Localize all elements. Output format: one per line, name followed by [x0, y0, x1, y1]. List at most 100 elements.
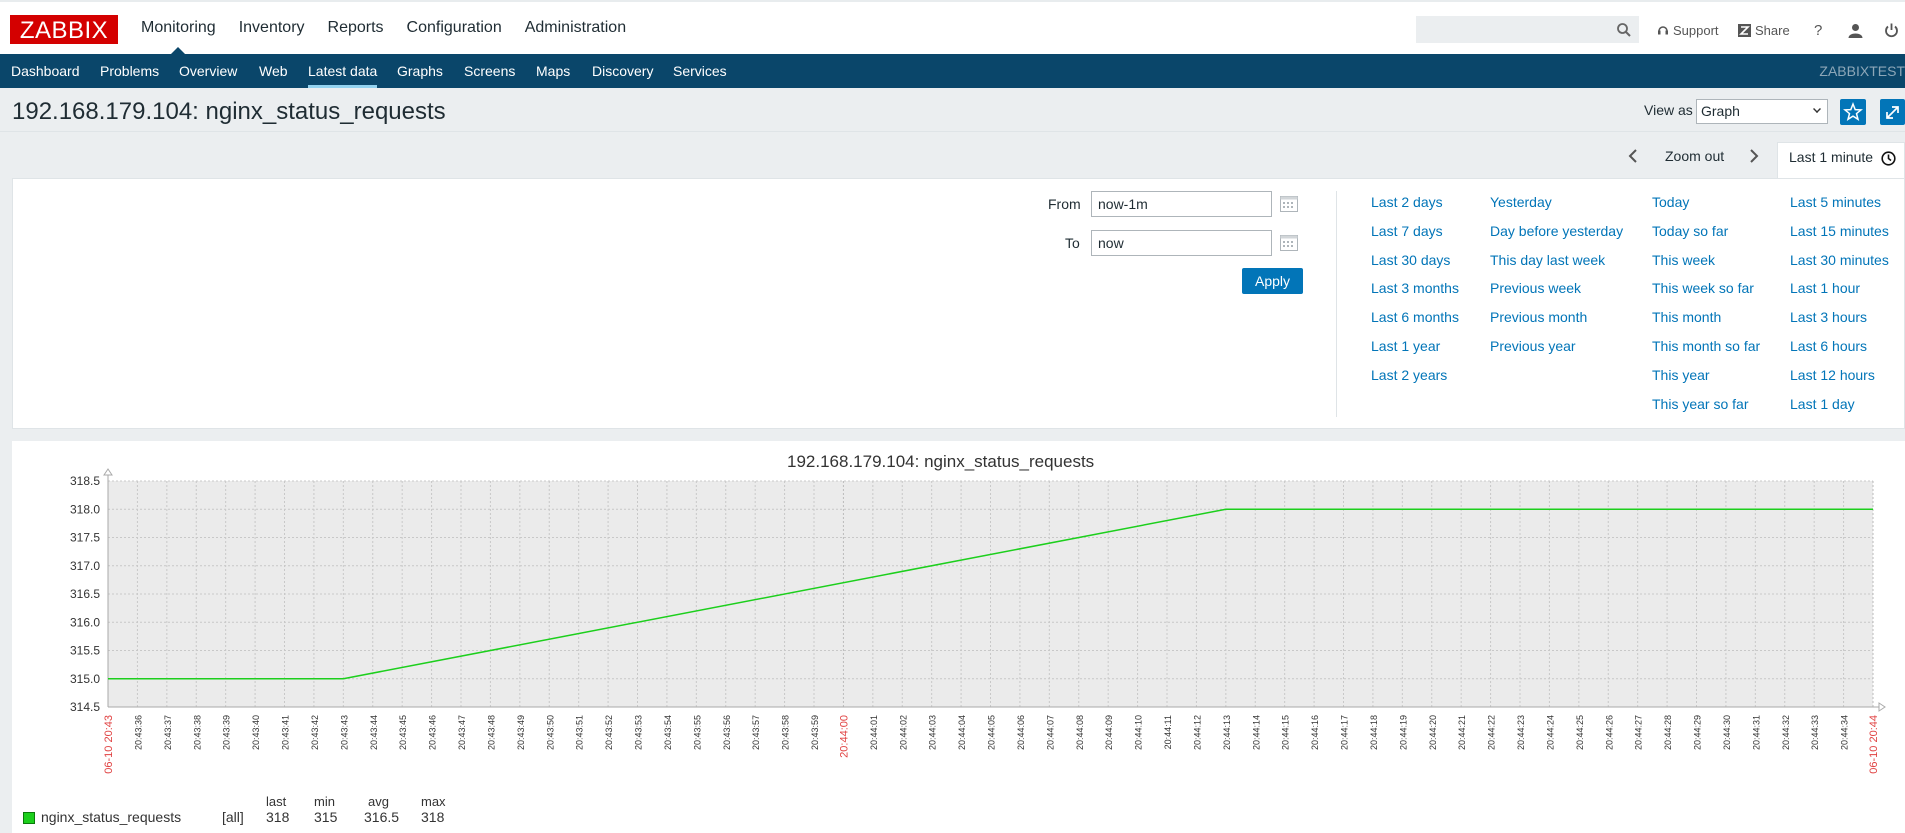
quick-range-link[interactable]: Last 3 hours [1790, 309, 1868, 326]
zabbix-share-icon [1738, 23, 1751, 37]
quick-range-link[interactable]: This year [1652, 366, 1710, 383]
subnav-services[interactable]: Services [673, 63, 727, 79]
quick-range-link[interactable]: Last 15 minutes [1790, 222, 1889, 239]
y-tick-label: 318.0 [70, 502, 100, 516]
subnav-problems[interactable]: Problems [100, 63, 160, 79]
star-icon [1843, 101, 1863, 121]
quick-range-link[interactable]: Last 6 months [1371, 309, 1459, 326]
x-tick-label: 20:43:44 [369, 715, 379, 750]
x-tick-label: 20:43:56 [722, 715, 732, 750]
subnav-dashboard[interactable]: Dashboard [11, 63, 80, 79]
quick-range-link[interactable]: Last 1 hour [1790, 280, 1861, 297]
quick-range-link[interactable]: Previous week [1490, 280, 1582, 297]
chevron-right-icon[interactable] [1748, 148, 1760, 164]
user-profile-icon[interactable] [1848, 21, 1867, 39]
x-tick-label: 20:44:26 [1604, 715, 1614, 750]
subnav-web[interactable]: Web [259, 63, 288, 79]
x-tick-label: 20:44:25 [1575, 715, 1585, 750]
quick-range-link[interactable]: This day last week [1490, 251, 1606, 268]
divider [1336, 191, 1337, 417]
divider [0, 131, 1905, 132]
legend-value-last: 318 [266, 809, 290, 825]
x-tick-label: 20:44:23 [1516, 715, 1526, 750]
sign-out-icon[interactable] [1884, 21, 1903, 39]
x-tick-label: 20:43:57 [751, 715, 761, 750]
quick-range-link[interactable]: Last 6 hours [1790, 338, 1868, 354]
x-tick-label: 20:43:48 [486, 715, 496, 750]
quick-range-link[interactable]: Today [1652, 194, 1690, 210]
quick-range-link[interactable]: Last 30 minutes [1790, 251, 1889, 268]
x-tick-label: 06-10 20:43 [103, 715, 115, 774]
quick-range-link[interactable]: This month [1652, 309, 1722, 326]
x-tick-label: 20:44:28 [1663, 715, 1673, 750]
quick-range-link[interactable]: Last 2 years [1371, 366, 1448, 383]
x-tick-label: 20:44:08 [1075, 715, 1085, 750]
x-tick-label: 20:44:06 [1016, 715, 1026, 750]
from-input[interactable] [1091, 191, 1272, 217]
quick-range-link[interactable]: Previous month [1490, 309, 1588, 326]
support-link[interactable]: Support [1657, 21, 1719, 39]
fullscreen-button[interactable] [1880, 99, 1905, 125]
help-icon[interactable]: ? [1814, 21, 1823, 39]
nav-monitoring[interactable]: Monitoring [141, 2, 216, 55]
zoom-out-button[interactable]: Zoom out [1665, 148, 1725, 164]
time-period-label: Last 1 minute [1789, 149, 1874, 165]
search-input[interactable] [1416, 16, 1639, 43]
x-tick-label: 20:44:03 [928, 715, 938, 750]
time-period-tab[interactable]: Last 1 minute [1777, 142, 1905, 178]
subnav-overview[interactable]: Overview [179, 63, 238, 79]
nav-inventory[interactable]: Inventory [238, 19, 305, 36]
x-tick-label: 20:44:27 [1634, 715, 1644, 750]
x-tick-label: 20:44:34 [1840, 715, 1850, 750]
apply-button[interactable]: Apply [1242, 268, 1303, 294]
chevron-left-icon[interactable] [1627, 148, 1639, 164]
favorite-button[interactable] [1840, 99, 1866, 125]
quick-range-link[interactable]: This week [1652, 251, 1716, 268]
quick-range-link[interactable]: Today so far [1652, 222, 1729, 239]
calendar-icon[interactable] [1280, 196, 1298, 212]
x-tick-label: 20:43:50 [545, 715, 555, 750]
quick-range-link[interactable]: Last 5 minutes [1790, 194, 1882, 210]
quick-range-link[interactable]: Last 12 hours [1790, 366, 1875, 383]
share-link[interactable]: Share [1738, 21, 1790, 39]
x-tick-label: 20:44:05 [987, 715, 997, 750]
view-as-label: View as [1644, 102, 1693, 118]
nav-reports[interactable]: Reports [327, 19, 384, 36]
subnav-graphs[interactable]: Graphs [397, 63, 443, 79]
quick-range-link[interactable]: Last 1 day [1790, 395, 1855, 412]
quick-range-link[interactable]: Previous year [1490, 338, 1576, 354]
y-axis-arrow [103, 468, 113, 476]
quick-range-link[interactable]: This week so far [1652, 280, 1754, 297]
time-filter-panel [12, 178, 1905, 429]
quick-range-link[interactable]: Last 3 months [1371, 280, 1459, 297]
to-label: To [1065, 235, 1080, 251]
calendar-icon[interactable] [1280, 235, 1298, 251]
subnav-discovery[interactable]: Discovery [592, 63, 654, 79]
x-tick-label: 20:43:59 [810, 715, 820, 750]
to-input[interactable] [1091, 230, 1272, 256]
x-tick-label: 20:44:16 [1310, 715, 1320, 750]
x-tick-label: 20:44:31 [1751, 715, 1761, 750]
subnav-maps[interactable]: Maps [536, 63, 571, 79]
quick-range-link[interactable]: Last 1 year [1371, 338, 1441, 354]
quick-range-link[interactable]: This year so far [1652, 395, 1749, 412]
subnav-latest-data[interactable]: Latest data [308, 54, 378, 88]
nav-administration[interactable]: Administration [524, 19, 627, 36]
quick-range-link[interactable]: This month so far [1652, 338, 1761, 354]
quick-range-link[interactable]: Last 7 days [1371, 222, 1443, 239]
zabbix-logo[interactable]: ZABBIX [10, 15, 118, 44]
quick-range-link[interactable]: Last 30 days [1371, 251, 1451, 268]
sub-nav: Dashboard Problems Overview Web Latest d… [0, 54, 1905, 88]
subnav-screens[interactable]: Screens [464, 63, 516, 79]
nav-configuration[interactable]: Configuration [406, 19, 502, 36]
quick-range-link[interactable]: Day before yesterday [1490, 222, 1624, 239]
x-tick-label: 20:43:53 [634, 715, 644, 750]
legend-header-last: last [266, 794, 287, 809]
x-tick-label: 20:44:11 [1163, 715, 1173, 749]
x-tick-label: 20:44:24 [1545, 715, 1555, 750]
view-as-select[interactable]: Graph [1696, 99, 1828, 124]
quick-range-link[interactable]: Last 2 days [1371, 194, 1443, 210]
quick-range-link[interactable]: Yesterday [1490, 194, 1552, 210]
search-icon[interactable] [1616, 22, 1632, 38]
